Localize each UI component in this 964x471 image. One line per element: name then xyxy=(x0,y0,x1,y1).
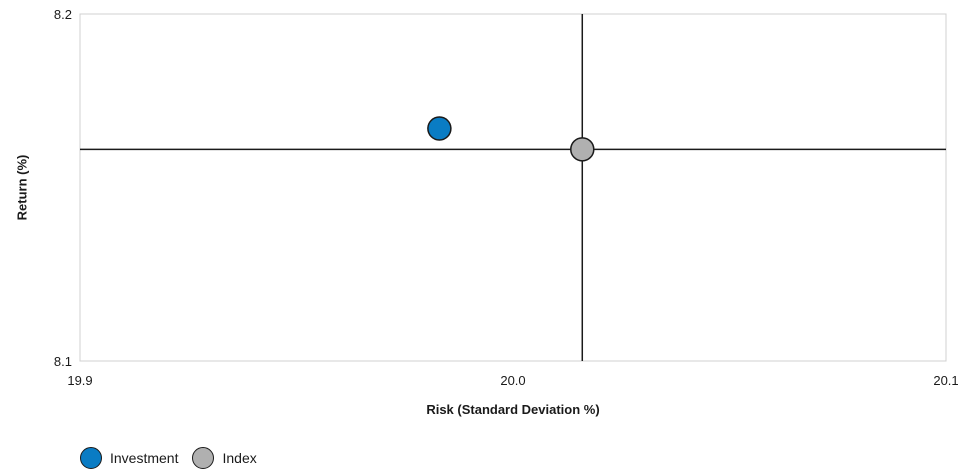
legend-label: Index xyxy=(222,450,257,466)
legend-label: Investment xyxy=(110,450,179,466)
y-tick-label: 8.2 xyxy=(54,7,72,22)
legend-swatch xyxy=(80,447,102,469)
reference-lines xyxy=(80,14,946,361)
data-points xyxy=(427,116,595,162)
x-tick-label: 19.9 xyxy=(67,373,92,388)
x-axis-label: Risk (Standard Deviation %) xyxy=(426,402,599,417)
plot-area xyxy=(79,13,947,362)
tick-labels: 19.9 20.0 20.1 8.1 8.2 xyxy=(54,7,959,388)
legend-item-investment: Investment xyxy=(80,447,178,469)
point-index xyxy=(570,137,595,162)
y-tick-label: 8.1 xyxy=(54,354,72,369)
chart: 19.9 20.0 20.1 8.1 8.2 Risk (Standard Deviat… xyxy=(15,7,959,417)
point-investment xyxy=(427,116,452,141)
legend: Investment Index xyxy=(80,445,257,471)
x-tick-label: 20.1 xyxy=(933,373,958,388)
y-axis-label: Return (%) xyxy=(15,155,30,221)
legend-swatch xyxy=(192,447,215,469)
x-tick-label: 20.0 xyxy=(500,373,525,388)
plot-border xyxy=(79,13,947,362)
legend-item-index: Index xyxy=(192,447,257,469)
